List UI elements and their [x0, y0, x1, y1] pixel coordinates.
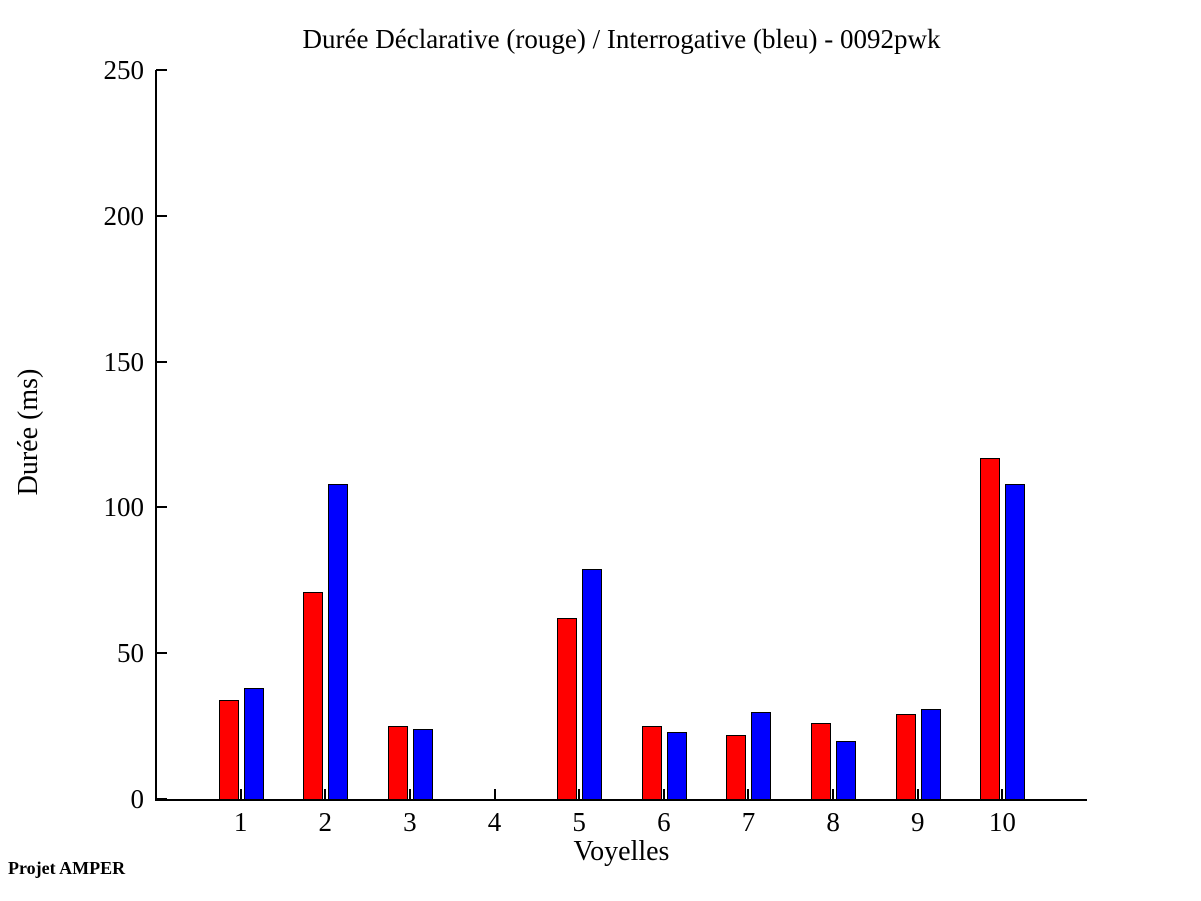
x-tick — [239, 789, 242, 800]
bar-declarative-v10 — [980, 458, 1001, 800]
y-tick-label: 250 — [103, 55, 145, 85]
bar-interrogative-v9 — [920, 709, 941, 800]
x-axis-line — [155, 799, 1087, 801]
x-tick — [916, 789, 919, 800]
bar-interrogative-v6 — [666, 732, 687, 800]
x-tick-label: 6 — [657, 807, 671, 837]
bar-interrogative-v2 — [328, 484, 349, 800]
x-tick-label: 7 — [741, 807, 756, 837]
bar-declarative-v6 — [641, 726, 662, 800]
x-tick — [1001, 789, 1004, 800]
x-tick-label: 4 — [487, 807, 502, 837]
bar-declarative-v5 — [557, 618, 578, 800]
x-tick — [578, 789, 581, 800]
x-tick-label: 8 — [826, 807, 840, 837]
x-tick-label: 2 — [318, 807, 333, 837]
chart-title: Durée Déclarative (rouge) / Interrogativ… — [302, 24, 941, 54]
bar-interrogative-v10 — [1005, 484, 1026, 800]
x-tick-label: 9 — [910, 807, 925, 837]
y-tick — [156, 69, 167, 71]
bar-declarative-v2 — [303, 592, 324, 800]
x-tick — [324, 789, 327, 800]
x-axis-label: Voyelles — [573, 836, 670, 867]
bar-declarative-v7 — [726, 735, 747, 800]
bar-declarative-v3 — [387, 726, 408, 800]
bar-interrogative-v7 — [751, 712, 772, 800]
y-tick-label: 100 — [103, 492, 145, 523]
y-axis-label: Durée (ms) — [13, 368, 44, 496]
bar-interrogative-v5 — [582, 569, 603, 800]
bar-interrogative-v1 — [243, 688, 264, 800]
project-footer-label: Projet AMPER — [8, 858, 126, 878]
y-tick-label: 200 — [103, 200, 145, 231]
x-tick — [832, 789, 835, 800]
x-tick — [493, 789, 496, 800]
x-tick — [662, 789, 665, 800]
bar-declarative-v8 — [811, 723, 832, 800]
x-tick-label: 10 — [988, 807, 1016, 837]
y-tick — [156, 798, 167, 800]
y-tick-label: 0 — [130, 784, 145, 814]
bar-declarative-v9 — [895, 714, 916, 800]
y-axis-line — [155, 70, 157, 801]
x-tick-label: 5 — [572, 807, 586, 837]
x-tick — [408, 789, 411, 800]
x-tick — [747, 789, 750, 800]
x-tick-label: 1 — [233, 807, 248, 837]
y-tick — [156, 360, 167, 363]
bar-declarative-v1 — [218, 700, 239, 800]
bar-interrogative-v3 — [412, 729, 433, 800]
y-tick — [156, 652, 167, 655]
bar-interrogative-v8 — [836, 741, 857, 800]
x-tick-label: 3 — [403, 807, 417, 837]
y-tick — [156, 214, 167, 217]
y-tick-label: 150 — [103, 346, 145, 377]
y-tick — [156, 506, 167, 509]
y-tick-label: 50 — [117, 638, 144, 669]
